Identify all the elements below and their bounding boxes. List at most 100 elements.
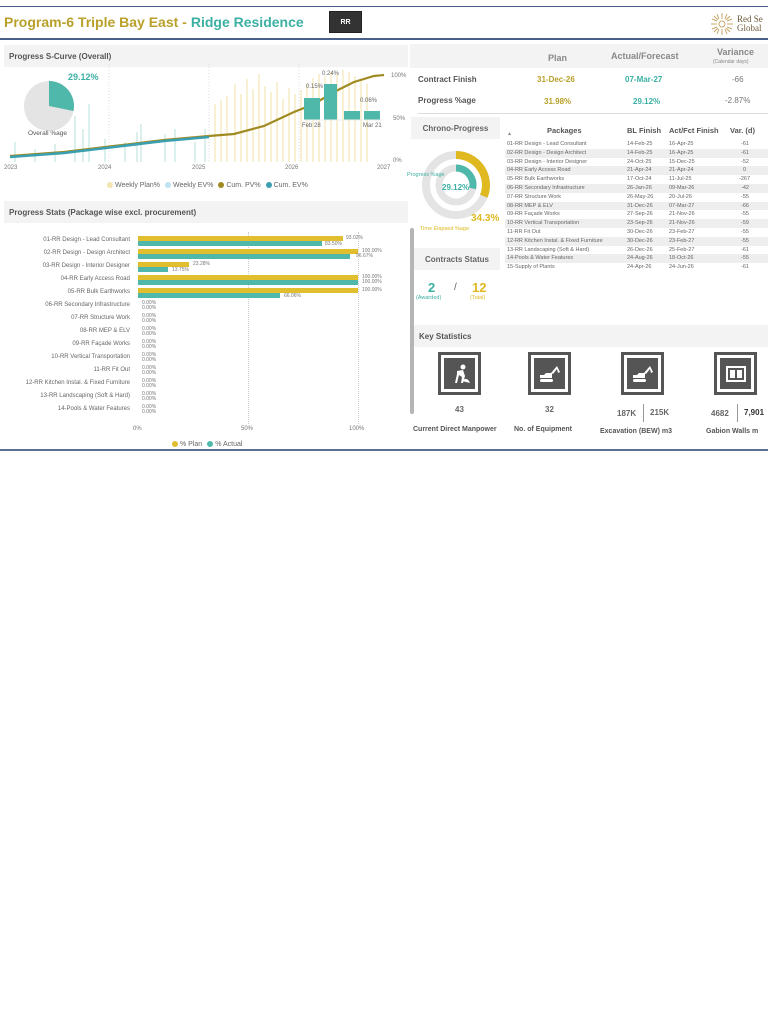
sort-asc-icon[interactable]: ▲	[507, 131, 512, 137]
progress-stats-chart[interactable]: 01-RR Design - Lead Consultant 93.02% 83…	[0, 232, 410, 447]
table-row[interactable]: 15-Supply of Plants 24-Apr-26 24-Jun-26 -61	[507, 264, 749, 271]
gabion-value-actual: 4682	[711, 409, 729, 418]
scurve-legend: Weekly Plan% Weekly EV% Cum. PV% Cum. EV…	[107, 182, 308, 189]
logo-text-line1: Red Se	[737, 14, 763, 24]
th-bl-finish[interactable]: BL Finish	[627, 126, 662, 135]
scurve-chart[interactable]: 29.12% Overall %age 0.24% 0.15% 0.06% Fe…	[4, 64, 414, 196]
table-row[interactable]: 11-RR Fit Out 30-Dec-26 23-Feb-27 -55	[507, 228, 749, 235]
progress-plan: 31.98%	[544, 97, 572, 106]
manpower-value: 43	[455, 405, 464, 414]
table-row[interactable]: 13-RR Landscaping (Soft & Hard) 26-Dec-26…	[507, 246, 749, 253]
table-row[interactable]: 02-RR Design - Design Architect 14-Feb-25…	[505, 148, 768, 158]
progress-age-value: 29.12%	[442, 183, 470, 192]
row-progress-label: Progress %age	[418, 96, 476, 105]
program-title: Program-6 Triple Bay East -	[4, 14, 187, 30]
chrono-progress-chart[interactable]	[422, 149, 490, 223]
plan-bar	[138, 249, 358, 254]
legend-cum-ev[interactable]: Cum. EV%	[265, 182, 308, 189]
th-act-fct-finish[interactable]: Act/Fct Finish	[669, 126, 719, 135]
table-row[interactable]: 06-RR Secondary Infrastructure 26-Jan-26 0…	[505, 183, 768, 193]
bar-row[interactable]: 05-RR Bulk Earthworks 100.00% 66.06%	[67, 287, 382, 299]
scurve-panel-title: Progress S-Curve (Overall)	[4, 45, 408, 67]
summary-divider	[418, 113, 768, 114]
table-row[interactable]: 01-RR Design - Lead Consultant 14-Feb-25 1…	[507, 141, 749, 147]
table-row[interactable]: 07-RR Structure Work 26-May-26 20-Jul-26 -5…	[507, 193, 749, 200]
contracts-status-title: Contracts Status	[414, 248, 500, 270]
bar-row[interactable]: 14-Pools & Water Features 0.00% 0.00%	[57, 404, 157, 415]
legend-plan[interactable]: % Plan	[172, 441, 202, 448]
table-row[interactable]: 08-RR MEP & ELV 31-Dec-26 07-Mar-27 -66	[505, 201, 768, 211]
table-row[interactable]: 05-RR Bulk Earthworks 17-Oct-24 11-Jul-25-…	[507, 176, 751, 183]
table-row[interactable]: 03-RR Design - Interior Designer 24-Oct-2…	[507, 158, 749, 165]
legend-cum-pv[interactable]: Cum. PV%	[218, 182, 261, 189]
gabion-icon	[725, 365, 746, 382]
bar-row[interactable]: 10-RR Vertical Transportation 0.00% 0.00…	[51, 352, 157, 363]
bar-row[interactable]: 11-RR Fit Out 0.00% 0.00%	[93, 365, 157, 376]
header-divider	[0, 38, 768, 40]
bar-row[interactable]: 03-RR Design - Interior Designer 23.28% …	[42, 261, 210, 273]
actual-bar	[138, 254, 350, 259]
table-row[interactable]: 12-RR Kitchen Instal. & Fixed Furniture 3…	[505, 236, 768, 246]
table-row[interactable]: 14-Pools & Water Features 24-Aug-26 18-Oct…	[505, 254, 768, 264]
x-tick-2027: 2027	[377, 165, 391, 171]
chrono-progress-title: Chrono-Progress	[411, 117, 500, 139]
contracts-awarded-count: 2	[428, 280, 436, 295]
table-row[interactable]: 10-RR Vertical Transportation 23-Sep-26 21…	[505, 219, 768, 228]
actual-bar	[138, 280, 358, 285]
inset-x-mar21: Mar 21	[363, 123, 382, 129]
overall-pct: 29.12%	[68, 72, 99, 82]
x-tick-100: 100%	[349, 426, 365, 432]
vertical-scrollbar[interactable]	[410, 228, 414, 414]
x-tick-2023: 2023	[4, 165, 18, 171]
plan-bar	[138, 288, 358, 293]
packages-table-header: ▲ Packages BL Finish Act/Fct Finish Var.…	[505, 120, 768, 140]
bar-row[interactable]: 12-RR Kitchen Instal. & Fixed Furniture …	[25, 378, 157, 389]
contract-finish-plan: 31-Dec-26	[537, 75, 575, 84]
bar-row[interactable]: 08-RR MEP & ELV 0.00% 0.00%	[79, 326, 157, 337]
actual-bar	[138, 267, 168, 272]
key-statistics-title: Key Statistics	[414, 325, 768, 347]
table-row[interactable]: 09-RR Façade Works 27-Sep-26 21-Nov-26 -55	[507, 211, 749, 218]
bar-row[interactable]: 04-RR Early Access Road 100.00% 100.00%	[60, 274, 382, 285]
top-divider	[0, 6, 768, 7]
bottom-divider	[0, 449, 768, 451]
gabion-icon-tile	[714, 352, 757, 395]
packages-table-body: 01-RR Design - Lead Consultant 14-Feb-25 1…	[505, 140, 768, 272]
bar-row[interactable]: 06-RR Secondary Infrastructure 0.00% 0.0…	[45, 300, 157, 311]
project-title: Ridge Residence	[190, 14, 304, 30]
legend-weekly-ev[interactable]: Weekly EV%	[165, 182, 213, 189]
dashboard: Program-6 Triple Bay East - Ridge Residen…	[0, 0, 768, 452]
contracts-separator: /	[454, 282, 457, 293]
inset-label-0.15: 0.15%	[306, 84, 324, 90]
equipment-icon-tile	[528, 352, 571, 395]
bar-row[interactable]: 01-RR Design - Lead Consultant 93.02% 83…	[43, 235, 363, 247]
inset-label-0.24: 0.24%	[322, 71, 340, 77]
x-tick-2024: 2024	[98, 165, 112, 171]
legend-weekly-plan[interactable]: Weekly Plan%	[107, 182, 160, 189]
time-elapsed-label: Time Elapsed %age	[420, 226, 470, 232]
col-actual-forecast: Actual/Forecast	[611, 51, 679, 61]
worker-icon	[454, 364, 470, 383]
chrono-donut-svg	[422, 151, 490, 219]
page-title: Program-6 Triple Bay East - Ridge Residen…	[4, 14, 304, 30]
bar-row[interactable]: 09-RR Façade Works 0.00% 0.00%	[72, 339, 157, 350]
logo-text-line2: Global	[737, 23, 762, 33]
th-variance[interactable]: Var. (d)	[730, 126, 756, 135]
bar-row[interactable]: 02-RR Design - Design Architect 100.00% …	[43, 248, 382, 259]
legend-actual[interactable]: % Actual	[207, 441, 242, 448]
th-packages[interactable]: Packages	[547, 126, 582, 135]
contract-finish-actual: 07-Mar-27	[625, 75, 663, 84]
inset-label-0.06: 0.06%	[360, 98, 378, 104]
y-tick-100: 100%	[391, 73, 407, 79]
excavation-icon-tile	[621, 352, 664, 395]
col-variance: Variance	[717, 47, 755, 57]
table-row[interactable]: 04-RR Early Access Road 21-Apr-24 21-Apr-2…	[505, 166, 768, 176]
contract-finish-variance: -66	[732, 75, 744, 84]
scurve-svg	[9, 64, 385, 162]
project-selector-button[interactable]: RR	[329, 11, 362, 33]
bar-row[interactable]: 07-RR Structure Work 0.00% 0.00%	[71, 313, 157, 324]
row-contract-finish-label: Contract Finish	[418, 75, 477, 84]
bar-row[interactable]: 13-RR Landscaping (Soft & Hard) 0.00% 0.…	[40, 391, 157, 402]
actual-bar	[138, 241, 322, 246]
excavation-value-total: 215K	[650, 408, 670, 417]
